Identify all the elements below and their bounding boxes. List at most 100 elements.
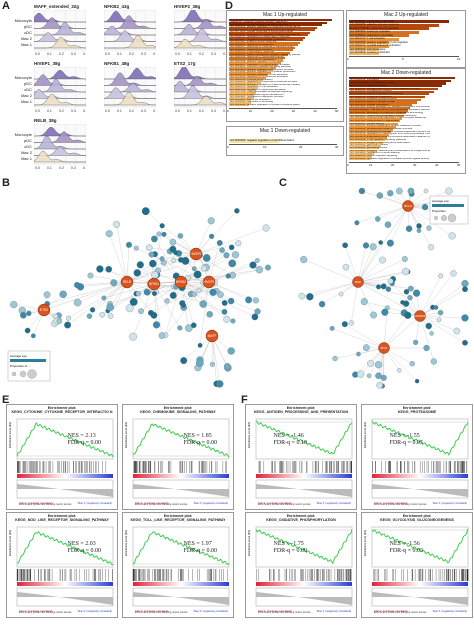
gsea-nes: NES = 2.13 [67, 433, 96, 439]
network-node [223, 315, 231, 323]
ridge-x-tick: 0.2 [59, 109, 64, 113]
gsea-right-scale: 'Mac 2' (negatively correlated) [194, 609, 229, 613]
network-node [342, 263, 350, 271]
network-hub-label: NFKB1 [149, 282, 160, 286]
network-node [360, 298, 368, 306]
go-bar [349, 95, 426, 99]
go-bar [349, 101, 417, 104]
network-node [413, 339, 419, 345]
go-bar [229, 79, 264, 82]
panel-letter-c: C [279, 177, 287, 189]
go-bar-label: GO:0034097: response to cytokine [230, 48, 272, 51]
go-bar-label: GO:0031145: anaphase-promoting complex-d… [350, 136, 430, 139]
go-bar [229, 51, 291, 54]
ridge-x-tick: 0.2 [59, 52, 64, 56]
ridge-density [104, 34, 156, 49]
go-x-tick: 50 [457, 162, 461, 167]
go-x-tick: 0 [227, 108, 229, 113]
network-node [423, 344, 430, 352]
ridge-x-tick: 0.2 [199, 52, 204, 56]
go-bar-label: GO:0006457: protein folding [350, 122, 384, 125]
network-node [462, 339, 468, 346]
network-node [191, 291, 198, 297]
go-bar [349, 27, 429, 31]
go-bar [229, 26, 318, 29]
ridge-x-tick: 0.0 [175, 109, 180, 113]
go-x-tick: 30 [413, 162, 417, 167]
go-bar [349, 51, 379, 55]
go-bar-label: GO:0015980: energy derivation by oxidati… [350, 106, 430, 109]
network-node [199, 300, 207, 308]
gsea-plot: Enrichment plot: KEGG_ANTIGEN_PROCESSING_… [245, 404, 357, 510]
network-node [375, 216, 381, 222]
go-bar-label: GO:0045785: positive regulation of cell … [230, 73, 288, 76]
go-bar [349, 120, 400, 123]
go-x-axis [229, 144, 337, 145]
network-node [173, 250, 179, 256]
gsea-nes: NES = -1.75 [273, 541, 304, 547]
gsea-nes: NES = -1.46 [273, 433, 304, 439]
network-node [404, 311, 412, 319]
network-node [357, 370, 365, 378]
network-node [300, 256, 308, 264]
go-bar [229, 59, 283, 62]
network-node [249, 261, 257, 269]
network-node [450, 270, 457, 277]
go-x-tick: 20 [391, 162, 395, 167]
network-c: MAF HIVEP2 BCL6 MYC Average exp Proportion [298, 187, 469, 389]
go-bar [229, 104, 249, 107]
go-bar-label: GO:0002694: regulation of leukocyte acti… [230, 88, 286, 91]
ridge-density [34, 17, 86, 29]
network-node [105, 265, 113, 273]
go-bar [349, 87, 438, 91]
go-bar [229, 49, 293, 52]
go-bar [349, 109, 409, 112]
ridge-density [34, 151, 86, 163]
ridge-density [104, 68, 156, 80]
ridge-x-tick: 0.0 [175, 52, 180, 56]
go-bar-label: GO:0060326: cell chemotaxis [350, 47, 386, 51]
go-bar [349, 117, 402, 120]
go-bar-label: GO:0035556: intracellular signal transdu… [230, 93, 284, 96]
network-node [223, 363, 231, 371]
network-hub-label: MAFF [208, 334, 217, 338]
go-bar-label: GO:0002224: toll-like receptor signaling… [230, 23, 288, 26]
ridge-plot: 0.0 0.1 0.2 0.3 0.4 [34, 124, 86, 170]
go-bar [349, 93, 430, 96]
ridge-row-label: pDC [23, 24, 32, 29]
gsea-legend: Enrichment profile Hits Ranking metric s… [19, 611, 72, 614]
ridge-title: HIVEP1_38g [34, 61, 61, 66]
network-node [448, 232, 456, 240]
ridge-density [34, 13, 86, 23]
network-node [228, 244, 235, 251]
network-hub-label: MAF [355, 280, 362, 284]
network-node [405, 225, 413, 232]
network-node [209, 288, 217, 296]
gsea-legend: Enrichment profile Hits Ranking metric s… [374, 611, 427, 614]
ridge-density [174, 10, 226, 23]
network-node [356, 351, 361, 357]
go-bar [349, 136, 388, 139]
gsea-header: Enrichment plot: [286, 514, 316, 518]
go-mac2-up-panel: Mac 2 Up-regulated GO:0006954: inflammat… [346, 10, 466, 68]
gsea-plot: Enrichment plot: KEGG_CHEMOKINE_SIGNALING… [122, 404, 234, 510]
network-node [416, 228, 422, 233]
ridge-density [174, 85, 226, 99]
network-node [228, 259, 237, 268]
ridge-x-tick: 0.2 [129, 109, 134, 113]
go-x-tick: 0 [347, 162, 349, 167]
network-node [251, 313, 259, 321]
network-node [96, 265, 104, 273]
go-bar-label: GO:0043122: regulation of I-kappaB kinas… [230, 33, 300, 36]
gsea-left-scale: 'Mac 1' (positively correlated) [19, 501, 53, 505]
go-bar [349, 122, 398, 126]
network-node [106, 303, 114, 312]
network-node [453, 327, 461, 335]
go-bar-label: GO:0002221: pattern recognition receptor… [230, 53, 300, 56]
gsea-title: KEGG_ANTIGEN_PROCESSING_AND_PRESENTATION [253, 410, 349, 414]
network-node [254, 258, 260, 263]
network-node [245, 296, 253, 304]
go-bar [229, 71, 271, 74]
go-bar [229, 94, 254, 97]
go-bar [349, 23, 439, 27]
